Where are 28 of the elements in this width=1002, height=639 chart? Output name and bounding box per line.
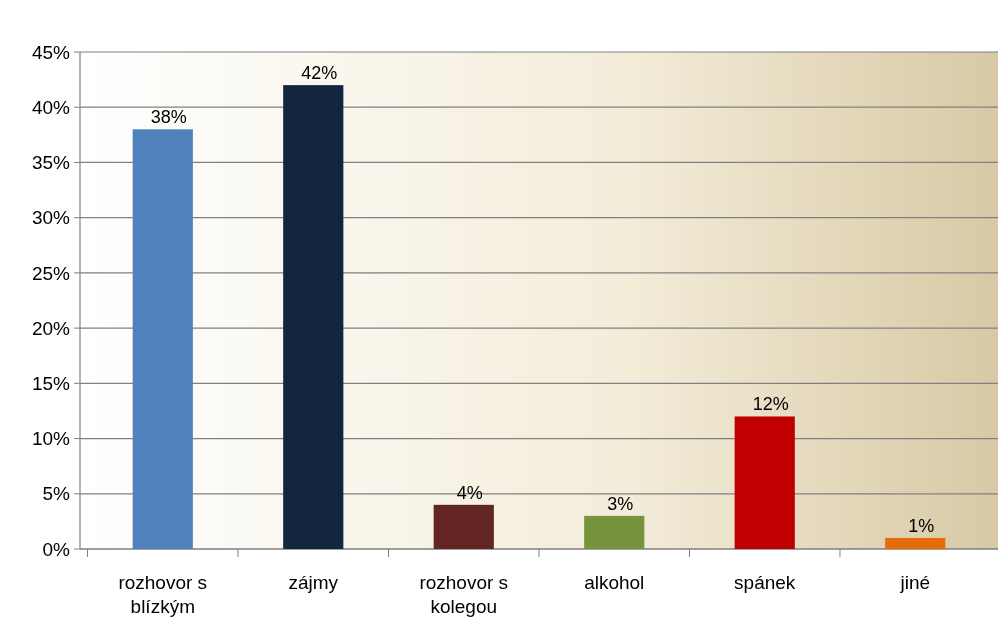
x-tick-label: jiné <box>899 572 931 593</box>
x-tick-label: spánek <box>734 572 796 593</box>
data-label: 12% <box>752 394 789 415</box>
data-label: 4% <box>456 482 483 503</box>
x-tick-label: rozhovor s kolegou <box>419 572 509 617</box>
y-tick-label: 0% <box>42 538 71 560</box>
y-tick-label: 20% <box>31 317 71 339</box>
data-label: 1% <box>908 515 935 536</box>
y-tick-label: 25% <box>31 262 71 284</box>
y-tick-label: 45% <box>31 41 71 63</box>
y-tick-label: 30% <box>31 207 71 229</box>
bar <box>734 416 795 549</box>
y-tick-label: 40% <box>31 96 71 118</box>
y-tick-label: 5% <box>42 483 71 505</box>
x-tick-label: rozhovor s blízkým <box>118 572 208 617</box>
bar <box>584 515 645 549</box>
bar <box>885 537 946 549</box>
data-label: 38% <box>150 107 187 128</box>
data-label: 42% <box>301 63 338 84</box>
bar <box>283 85 344 549</box>
x-tick-label: zájmy <box>288 572 339 593</box>
bar <box>132 129 193 549</box>
y-tick-label: 35% <box>31 152 71 174</box>
data-label: 3% <box>607 493 634 514</box>
x-tick-label: alkohol <box>584 572 645 593</box>
bar <box>433 504 494 549</box>
y-tick-label: 15% <box>31 372 71 394</box>
y-tick-label: 10% <box>31 428 71 450</box>
